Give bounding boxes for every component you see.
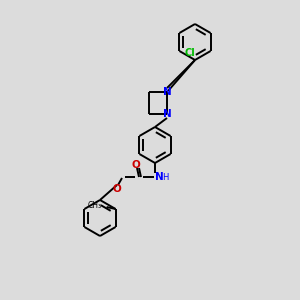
Text: N: N xyxy=(163,87,171,97)
Text: N: N xyxy=(163,109,171,119)
Text: N: N xyxy=(154,172,164,182)
Text: O: O xyxy=(112,184,122,194)
Text: O: O xyxy=(132,160,140,170)
Text: H: H xyxy=(162,173,168,182)
Text: CH₃: CH₃ xyxy=(88,200,102,209)
Text: Cl: Cl xyxy=(184,48,195,58)
